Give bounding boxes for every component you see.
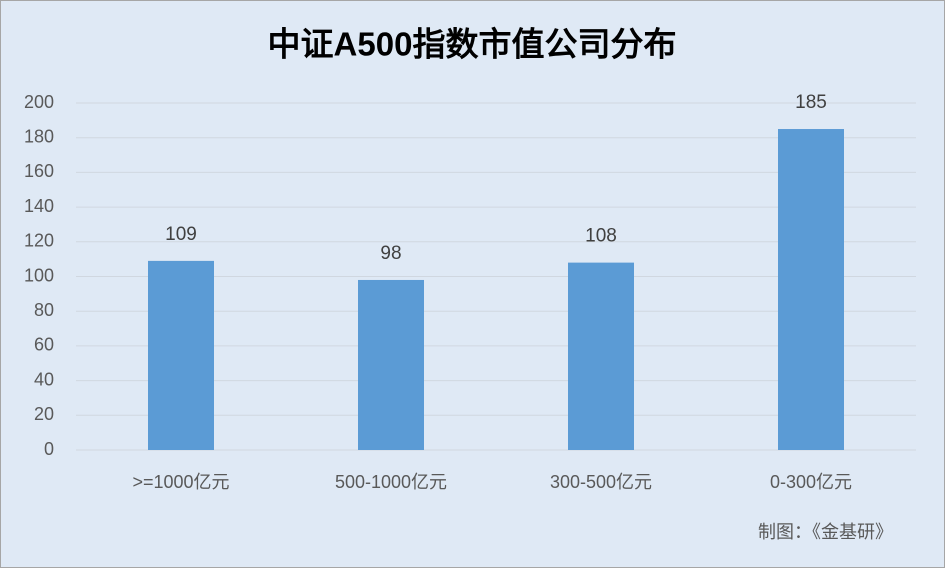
bar bbox=[358, 279, 424, 450]
value-label: 109 bbox=[165, 224, 197, 245]
y-tick-label: 40 bbox=[34, 369, 54, 389]
bar bbox=[148, 260, 214, 450]
value-label: 108 bbox=[585, 226, 617, 247]
bar bbox=[568, 262, 634, 450]
annotation: 制图：《金基研》 bbox=[758, 522, 893, 542]
y-tick-label: 200 bbox=[24, 92, 54, 112]
y-tick-label: 140 bbox=[24, 196, 54, 216]
y-tick-label: 180 bbox=[24, 126, 54, 146]
y-tick-label: 120 bbox=[24, 231, 54, 251]
y-tick-label: 0 bbox=[44, 439, 54, 459]
y-tick-label: 100 bbox=[24, 265, 54, 285]
y-tick-label: 80 bbox=[34, 300, 54, 320]
x-tick-label: 500-1000亿元 bbox=[335, 472, 447, 492]
value-label: 98 bbox=[380, 243, 401, 264]
y-tick-label: 20 bbox=[34, 404, 54, 424]
bar bbox=[778, 129, 844, 450]
y-tick-label: 60 bbox=[34, 335, 54, 355]
y-tick-label: 160 bbox=[24, 161, 54, 181]
x-tick-label: >=1000亿元 bbox=[132, 472, 229, 492]
x-tick-label: 0-300亿元 bbox=[770, 472, 852, 492]
x-tick-label: 300-500亿元 bbox=[550, 472, 652, 492]
value-label: 185 bbox=[795, 92, 827, 113]
chart-title: 中证A500指数市值公司分布 bbox=[268, 26, 677, 63]
